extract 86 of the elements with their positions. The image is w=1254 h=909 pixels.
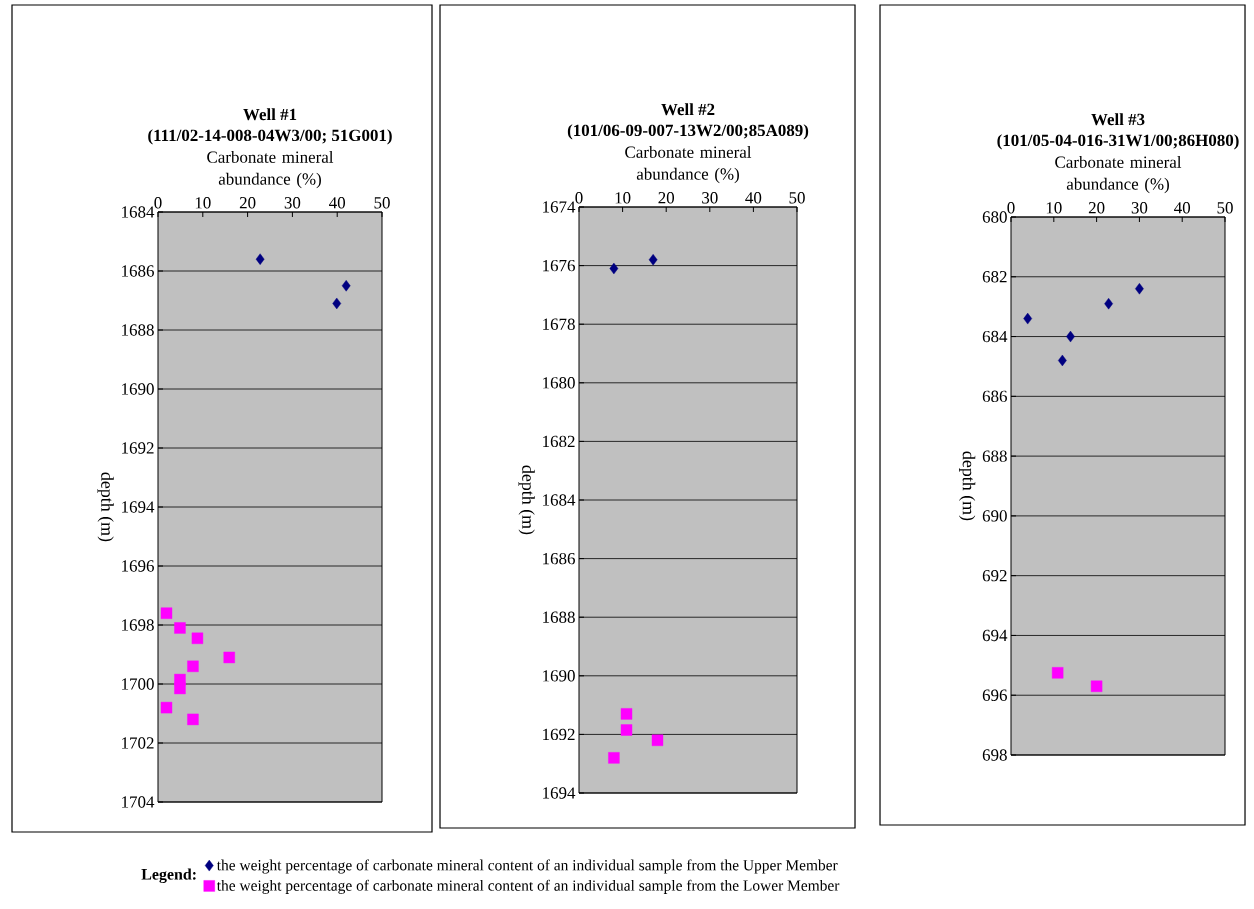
y-tick-label: 1698 <box>122 619 154 631</box>
x-tick-label: 50 <box>789 192 805 204</box>
point <box>608 752 620 764</box>
legend-title: Legend: <box>141 868 196 884</box>
y-tick-label: 1688 <box>543 611 575 623</box>
point <box>160 607 173 619</box>
x-tick-label: 40 <box>1174 202 1191 214</box>
y-tick-label: 1686 <box>122 265 154 277</box>
point <box>174 682 186 695</box>
x-tick-label: 10 <box>195 197 211 209</box>
y-tick-label: 1686 <box>543 552 575 565</box>
chart-subtitle: (101/05-04-016-31W1/00;86H080) <box>997 134 1239 150</box>
x-tick-label: 10 <box>1046 202 1062 214</box>
x-tick-label: 20 <box>1088 202 1105 214</box>
point <box>332 297 342 310</box>
y-tick-label: 1704 <box>122 796 155 808</box>
x-tick-label: 50 <box>374 197 390 209</box>
y-tick-label: 1682 <box>543 435 575 448</box>
y-tick-label: 1674 <box>543 201 576 213</box>
y-axis-title: depth (m) <box>518 465 535 535</box>
y-tick-label: 1694 <box>122 501 155 513</box>
x-axis-title: Carbonate mineral abundance (%) <box>207 150 334 189</box>
chart-subtitle: (101/06-09-007-13W2/00;85A089) <box>567 124 809 140</box>
x-tick-label: 30 <box>1131 202 1148 214</box>
point <box>187 713 199 726</box>
y-tick-label: 1684 <box>122 206 155 218</box>
y-tick-label: 1676 <box>543 259 575 272</box>
point <box>1023 312 1033 325</box>
y-tick-label: 1680 <box>543 377 575 389</box>
chart-title: Well #3 <box>1091 113 1145 126</box>
x-tick-label: 10 <box>615 192 631 204</box>
x-tick-label: 30 <box>702 192 718 204</box>
y-tick-label: 1692 <box>543 728 575 741</box>
y-tick-label: 680 <box>982 211 1007 223</box>
y-tick-label: 696 <box>982 689 1007 701</box>
y-tick-label: 686 <box>982 390 1007 403</box>
y-tick-label: 1688 <box>122 324 154 336</box>
y-tick-label: 694 <box>982 629 1008 642</box>
y-tick-label: 692 <box>982 569 1007 582</box>
x-tick-label: 40 <box>745 192 762 204</box>
point <box>620 724 633 736</box>
x-axis-title: Carbonate mineral abundance (%) <box>625 145 752 184</box>
point <box>648 254 658 266</box>
point <box>174 622 186 634</box>
point <box>1135 283 1144 295</box>
point <box>255 253 265 265</box>
y-tick-label: 1690 <box>122 383 154 395</box>
point <box>160 701 173 714</box>
y-tick-label: 682 <box>982 271 1007 283</box>
x-tick-label: 30 <box>284 197 301 209</box>
y-tick-label: 698 <box>982 749 1007 761</box>
y-tick-label: 1702 <box>122 737 154 749</box>
point <box>1051 667 1064 679</box>
y-tick-label: 690 <box>982 510 1007 522</box>
point <box>187 660 199 672</box>
x-tick-label: 20 <box>239 197 256 209</box>
y-tick-label: 688 <box>982 450 1007 462</box>
point <box>191 632 204 644</box>
y-tick-label: 684 <box>982 330 1008 343</box>
chart-title: Well #1 <box>243 108 297 121</box>
y-tick-label: 1696 <box>122 560 154 572</box>
x-tick-label: 20 <box>658 192 675 204</box>
point <box>609 262 619 275</box>
chart-subtitle: (111/02-14-008-04W3/00; 51G001) <box>148 129 392 145</box>
point <box>1090 680 1103 692</box>
x-tick-label: 0 <box>1007 202 1015 214</box>
x-tick-label: 0 <box>575 192 583 204</box>
point <box>341 280 351 292</box>
chart-title: Well #2 <box>661 103 715 116</box>
legend-label: the weight percentage of carbonate mineral content of an individual sample from the Upper Member <box>216 859 838 874</box>
x-tick-label: 40 <box>329 197 346 209</box>
y-axis-title: depth (m) <box>958 451 976 521</box>
point <box>223 651 235 664</box>
point <box>620 708 633 720</box>
y-tick-label: 1678 <box>543 318 575 330</box>
y-axis-title: depth (m) <box>97 472 114 542</box>
x-tick-label: 50 <box>1217 202 1233 214</box>
y-tick-label: 1684 <box>543 494 576 506</box>
x-tick-label: 0 <box>154 197 162 209</box>
y-tick-label: 1700 <box>122 678 154 690</box>
legend-label: the weight percentage of carbonate mineral content of an individual sample from the Lower Member <box>216 879 840 894</box>
x-axis-title: Carbonate mineral abundance (%) <box>1055 155 1182 194</box>
y-tick-label: 1690 <box>543 670 575 682</box>
y-tick-label: 1692 <box>122 442 154 454</box>
y-tick-label: 1694 <box>543 787 576 799</box>
point <box>651 734 664 746</box>
